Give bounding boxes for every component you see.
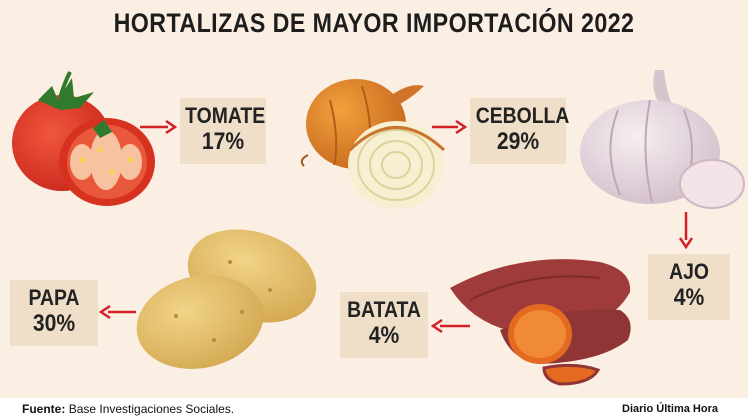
arrow-tomato	[140, 119, 178, 135]
category-label: TOMATE	[185, 103, 266, 128]
garlic-icon	[580, 70, 745, 209]
source-text: Base Investigaciones Sociales.	[68, 402, 235, 416]
onion-icon	[300, 79, 446, 209]
label-cebolla: CEBOLLA 29%	[470, 98, 570, 164]
footer: Fuente: Base Investigaciones Sociales. D…	[0, 398, 748, 420]
category-label: PAPA	[28, 285, 80, 310]
brand-credit: Diario Última Hora	[622, 403, 718, 415]
value-label: 4%	[673, 284, 705, 311]
source-note: Fuente: Base Investigaciones Sociales.	[22, 398, 234, 420]
label-ajo: AJO 4%	[648, 254, 730, 320]
label-tomate: TOMATE 17%	[180, 98, 266, 164]
value-label: 30%	[32, 310, 76, 337]
category-label: CEBOLLA	[475, 103, 570, 128]
sweet-potato-icon	[450, 259, 631, 386]
potato-icon	[136, 229, 317, 369]
label-batata: BATATA 4%	[340, 292, 428, 358]
label-papa: PAPA 30%	[10, 280, 98, 346]
category-label: AJO	[669, 259, 709, 284]
source-label: Fuente:	[22, 402, 66, 416]
value-label: 29%	[496, 128, 540, 155]
value-label: 4%	[368, 322, 400, 349]
category-label: BATATA	[347, 297, 421, 322]
illustrations	[12, 70, 745, 386]
arrow-sweet-potato	[430, 318, 470, 334]
chart-title: HORTALIZAS DE MAYOR IMPORTACIÓN 2022	[113, 8, 635, 38]
value-label: 17%	[201, 128, 245, 155]
tomato-icon	[12, 71, 155, 206]
arrow-onion	[432, 119, 468, 135]
arrow-potato	[98, 304, 136, 320]
arrow-garlic	[678, 212, 694, 250]
